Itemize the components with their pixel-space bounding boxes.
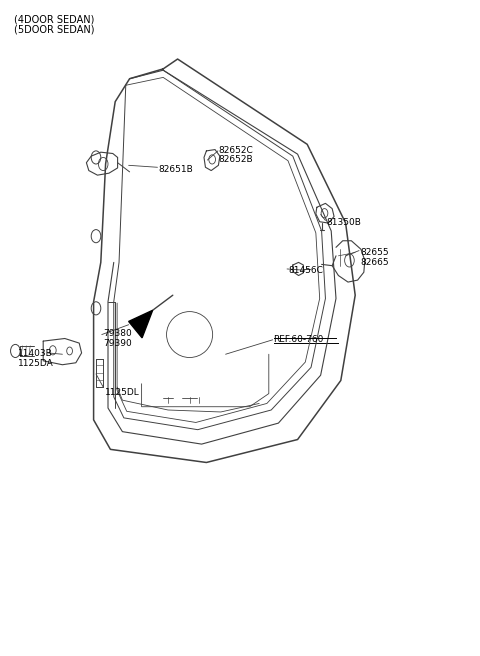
Text: 82651B: 82651B: [158, 165, 193, 174]
Text: 82665: 82665: [360, 258, 389, 267]
Text: 79380: 79380: [103, 329, 132, 338]
Text: 81456C: 81456C: [288, 266, 323, 275]
Text: REF.60-760: REF.60-760: [274, 335, 324, 344]
Text: 79390: 79390: [103, 339, 132, 348]
Text: 82652C: 82652C: [218, 146, 253, 155]
Text: 82652B: 82652B: [218, 155, 253, 165]
Text: (4DOOR SEDAN): (4DOOR SEDAN): [14, 14, 95, 24]
Text: 11403B: 11403B: [18, 349, 53, 358]
Text: 1125DL: 1125DL: [105, 388, 139, 398]
Polygon shape: [129, 310, 153, 338]
Text: 1125DA: 1125DA: [18, 359, 54, 368]
Text: (5DOOR SEDAN): (5DOOR SEDAN): [14, 25, 95, 35]
Text: 81350B: 81350B: [326, 218, 361, 227]
Text: 82655: 82655: [360, 248, 389, 257]
